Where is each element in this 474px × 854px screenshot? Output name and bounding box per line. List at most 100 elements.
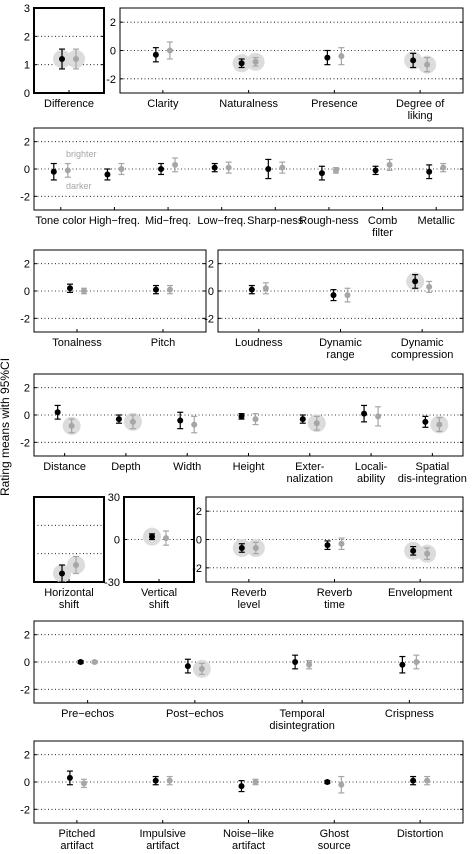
data-point (324, 54, 331, 61)
x-tick-label-line: artifact (232, 840, 265, 852)
chart-panel-2: -2 0 2 Clarity Naturalness Presence Degree of l… (106, 7, 464, 122)
x-tick-label: Tone color (35, 215, 86, 227)
x-tick-label: Comb filter (368, 215, 397, 239)
x-tick-label-line: Noise−like (223, 828, 274, 840)
x-tick-label-line: Vertical (141, 587, 177, 599)
x-tick-label-line: Post−echos (166, 708, 224, 720)
x-tick-label-line: Naturalness (219, 98, 278, 110)
data-point (163, 535, 169, 542)
x-tick-label-line: Dynamic (401, 337, 444, 349)
x-tick-label: Depth (111, 461, 140, 473)
y-tick-label: 2 (24, 750, 30, 762)
x-tick-label-line: Width (173, 461, 201, 473)
y-tick-label: 2 (208, 259, 214, 271)
x-tick-label-line: Locali- (355, 461, 388, 473)
y-tick-label: 3 (24, 3, 30, 15)
x-tick-label: Noise−like artifact (223, 828, 274, 852)
x-tick-label-line: Tonalness (52, 337, 102, 349)
x-tick-label: Sharp-ness (247, 215, 304, 227)
x-tick-label-line: Spatial (416, 461, 450, 473)
x-tick-label-line: Temporal (280, 708, 325, 720)
chart-panel-4: -2 0 2 Tonalness Pitch (20, 249, 207, 349)
legend-brighter: brighter (66, 149, 97, 159)
data-point (248, 286, 255, 293)
y-tick-label: 0 (24, 286, 30, 298)
data-point (426, 168, 433, 175)
x-tick-label-line: range (326, 349, 354, 361)
chart-panel-1: 0 1 2 3 Difference (24, 3, 105, 110)
y-tick-label: 0 (24, 164, 30, 176)
data-point (386, 161, 393, 168)
data-point (118, 166, 125, 172)
data-point (410, 777, 417, 784)
data-point (67, 285, 73, 292)
data-point (238, 545, 245, 551)
data-point (64, 167, 71, 174)
x-tick-label-line: Envelopment (388, 587, 452, 599)
data-point (422, 418, 429, 425)
y-tick-label: -2 (20, 804, 30, 816)
x-tick-label: Pitch (151, 337, 175, 349)
x-tick-label-line: High−freq. (89, 215, 140, 227)
data-point (330, 292, 337, 299)
panel-frame (33, 7, 105, 94)
data-point (59, 570, 65, 577)
data-point (238, 783, 245, 790)
chart-panel-7: Horizontal shift (33, 496, 105, 611)
chart-panel-10: -2 0 2 Pre−echos Post−echos Temporal disintegr… (20, 620, 464, 732)
data-point (166, 777, 173, 784)
data-point (129, 418, 136, 425)
data-point (252, 58, 259, 65)
x-tick-label: Metallic (418, 215, 456, 227)
x-tick-label-line: Tone color (35, 215, 86, 227)
x-tick-label-line: shift (149, 599, 169, 611)
y-tick-label: 2 (24, 259, 30, 271)
data-point (265, 166, 272, 172)
data-point (424, 61, 431, 68)
x-tick-label: High−freq. (89, 215, 140, 227)
data-point (338, 540, 345, 547)
y-tick-label: 2 (24, 137, 30, 149)
data-point (50, 168, 57, 175)
x-tick-label-line: Ghost (320, 828, 349, 840)
x-tick-label: Temporal disintegration (269, 708, 334, 732)
data-point (440, 164, 447, 171)
x-tick-label: Impulsive artifact (139, 828, 185, 852)
data-point (252, 416, 259, 423)
data-point (225, 164, 232, 171)
y-tick-label: 2 (24, 630, 30, 642)
x-tick-label: Height (233, 461, 265, 473)
x-tick-label: Ghost source (318, 828, 351, 852)
y-tick-label: 2 (110, 17, 116, 29)
x-tick-label-line: Reverb (317, 587, 352, 599)
y-tick-label: 2 (196, 506, 202, 518)
data-point (338, 781, 345, 788)
x-tick-label: Pitched artifact (59, 828, 96, 852)
y-tick-label: 0 (24, 88, 30, 100)
x-tick-label: Envelopment (388, 587, 452, 599)
x-tick-label-line: Clarity (147, 98, 179, 110)
x-tick-label: Naturalness (219, 98, 278, 110)
data-point (77, 659, 84, 665)
x-tick-label: Exter-nalization (287, 461, 333, 485)
data-point (410, 57, 417, 64)
y-tick-label: -2 (20, 437, 30, 449)
data-point (104, 171, 111, 178)
y-tick-label: -2 (20, 191, 30, 203)
data-point (252, 779, 259, 785)
data-point (73, 56, 79, 62)
panel-frame (33, 249, 207, 333)
y-tick-label: -2 (192, 563, 202, 575)
x-tick-label: Loudness (235, 337, 283, 349)
data-point (375, 413, 382, 420)
y-axis-label: Rating means with 95%CI (0, 358, 12, 496)
x-tick-label: Width (173, 461, 201, 473)
data-point (81, 288, 87, 294)
y-tick-label: -30 (104, 577, 120, 589)
data-point (410, 547, 417, 554)
data-point (306, 661, 313, 668)
legend-darker: darker (66, 181, 92, 191)
x-tick-label: Horizontal shift (44, 587, 94, 611)
x-tick-label-line: Low−freq. (197, 215, 246, 227)
